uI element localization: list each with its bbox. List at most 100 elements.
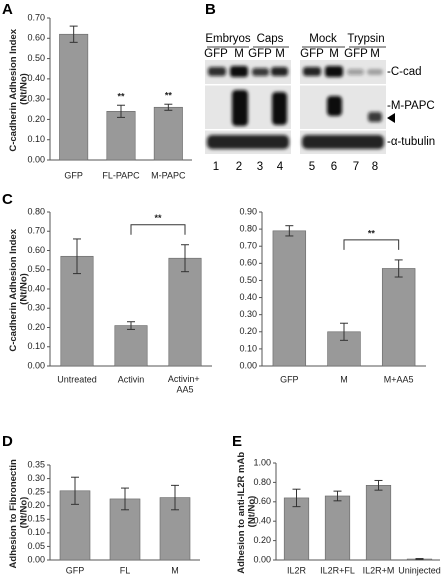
blot-row-label: -α-tubulin (387, 136, 435, 148)
significance-label: ** (117, 92, 125, 102)
blot-group-label: Mock (309, 33, 337, 45)
y-tick-label: 0.10 (239, 343, 257, 353)
blot-lane-label: GFP (204, 48, 228, 60)
panel-letter: A (2, 1, 13, 18)
blot-lane-label: M (329, 48, 339, 60)
y-tick-label: 0.30 (27, 473, 45, 483)
blot-lane-label: M (275, 48, 285, 60)
y-tick-label: 0.30 (239, 309, 257, 319)
y-tick-label: 0.40 (239, 292, 257, 302)
x-tick-label: IL2R+FL (320, 565, 355, 575)
y-tick-label: 0.00 (27, 360, 45, 370)
y-tick-label: 0.20 (27, 322, 45, 332)
y-tick-label: 0.20 (239, 326, 257, 336)
x-tick-label: FL-PAPC (102, 170, 140, 180)
x-tick-label: GFP (64, 170, 83, 180)
x-tick-label: M (171, 565, 179, 575)
y-tick-label: 0.40 (27, 283, 45, 293)
bar (324, 495, 351, 561)
y-tick-label: 0.00 (27, 554, 45, 564)
x-tick-label: Uninjected (398, 565, 441, 575)
lane-number: 1 (213, 161, 219, 173)
y-tick-label: 0.70 (27, 226, 45, 236)
bar (153, 106, 183, 161)
x-tick-label: FL (120, 565, 131, 575)
x-tick-label: Activin (118, 374, 145, 384)
lane-number: 5 (309, 161, 315, 173)
y-tick-label: 0.35 (27, 459, 45, 469)
blot-row-label: -M-PAPC (387, 100, 435, 112)
panel-letter: D (2, 433, 13, 450)
x-tick-label: Activin+ AA5 (168, 374, 202, 394)
blot-image (205, 46, 395, 154)
bar (365, 485, 392, 561)
y-tick-label: 0.10 (27, 527, 45, 537)
y-tick-label: 0.40 (253, 516, 271, 526)
y-tick-label: 0.70 (239, 241, 257, 251)
x-tick-label: M+AA5 (384, 374, 414, 384)
blot-lane-label: GFP (248, 48, 272, 60)
y-tick-label: 0.60 (27, 245, 45, 255)
panel-letter: E (232, 433, 242, 450)
blot-lane-label: M (370, 48, 380, 60)
y-tick-label: 0.30 (27, 94, 45, 104)
y-axis-label: C-cadherin Adhesion Index (Nt/No) (7, 226, 29, 351)
blot-lane-label: M (234, 48, 244, 60)
y-tick-label: 0.60 (239, 258, 257, 268)
y-axis-label: Adhesion to anti-IL2R mAb (Nt/No) (235, 449, 257, 574)
y-tick-label: 0.10 (27, 134, 45, 144)
blot-lane-label: GFP (344, 48, 368, 60)
bar (60, 255, 94, 367)
x-tick-label: IL2R (287, 565, 307, 575)
bar (106, 111, 136, 161)
y-tick-label: 0.05 (27, 541, 45, 551)
lane-number: 8 (372, 161, 378, 173)
bar (168, 257, 202, 367)
blot-group-label: Trypsin (347, 33, 384, 45)
y-tick-label: 0.20 (253, 535, 271, 545)
significance-label: ** (368, 228, 376, 238)
y-tick-label: 0.40 (27, 73, 45, 83)
y-tick-label: 0.60 (27, 33, 45, 43)
bar (283, 497, 310, 561)
x-tick-label: M (340, 374, 348, 384)
y-tick-label: 0.50 (27, 53, 45, 63)
bar (114, 325, 148, 367)
y-tick-label: 1.00 (253, 457, 271, 467)
y-tick-label: 0.60 (253, 496, 271, 506)
y-tick-label: 0.00 (253, 554, 271, 564)
y-tick-label: 0.20 (27, 500, 45, 510)
lane-number: 7 (353, 161, 359, 173)
bar (381, 268, 416, 367)
panel-letter: C (2, 191, 13, 208)
blot-lane-label: GFP (300, 48, 324, 60)
x-tick-label: Untreated (57, 374, 97, 384)
blot-group-label: Embryos (205, 33, 251, 45)
y-tick-label: 0.10 (27, 341, 45, 351)
y-tick-label: 0.30 (27, 303, 45, 313)
y-tick-label: 0.50 (27, 264, 45, 274)
x-tick-label: IL2R+M (363, 565, 395, 575)
significance-label: ** (154, 213, 162, 223)
y-tick-label: 0.80 (253, 477, 271, 487)
y-tick-label: 0.00 (27, 154, 45, 164)
y-tick-label: 0.90 (239, 206, 257, 216)
blot-group-label: Caps (257, 33, 284, 45)
lane-number: 2 (236, 161, 242, 173)
y-tick-label: 0.25 (27, 487, 45, 497)
y-axis-label: Adhesion to Fibronectin (Nt/No) (7, 457, 29, 569)
significance-bracket (130, 224, 186, 235)
y-tick-label: 0.20 (27, 114, 45, 124)
y-tick-label: 0.80 (27, 206, 45, 216)
bar (59, 33, 89, 161)
blot-row-label: -C-cad (387, 66, 422, 78)
y-tick-label: 0.80 (239, 223, 257, 233)
y-tick-label: 0.70 (27, 12, 45, 22)
lane-number: 6 (331, 161, 337, 173)
significance-bracket (343, 239, 400, 250)
bar (272, 230, 307, 367)
x-tick-label: GFP (66, 565, 85, 575)
x-tick-label: GFP (280, 374, 299, 384)
